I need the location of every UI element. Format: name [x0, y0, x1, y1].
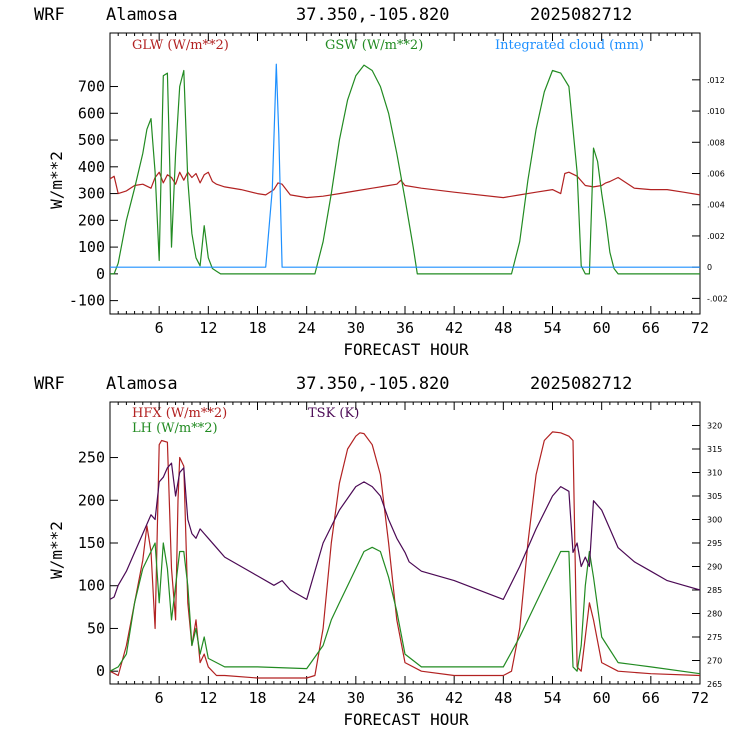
y2-tick-label: 275 — [707, 633, 722, 642]
x-tick-label: 6 — [155, 689, 164, 707]
legend-lh: LH (W/m**2) — [132, 421, 218, 436]
x-tick-label: 60 — [593, 689, 611, 707]
y2-tick-label: 315 — [707, 445, 722, 454]
x-tick-label: 36 — [396, 689, 414, 707]
y2-tick-label: 285 — [707, 586, 722, 595]
y2-tick-label: -.002 — [707, 294, 728, 303]
x-tick-label: 12 — [199, 689, 217, 707]
header-date: 2025082712 — [530, 5, 632, 25]
x-tick-label: 30 — [347, 319, 365, 337]
y2-tick-label: 270 — [707, 657, 722, 666]
series-line-1 — [109, 542, 701, 675]
panel-radiation: WRF Alamosa 37.350,-105.820 2025082712 G… — [34, 5, 728, 359]
header-model: WRF — [34, 374, 65, 394]
x-axis-label: FORECAST HOUR — [343, 710, 469, 729]
y-tick-label: 500 — [78, 131, 105, 149]
legend-gsw: GSW (W/m**2) — [325, 38, 423, 53]
y2-tick-label: 290 — [707, 563, 722, 572]
panel-fluxes: WRF Alamosa 37.350,-105.820 2025082712 H… — [34, 374, 722, 729]
y2-tick-label: 295 — [707, 539, 722, 548]
legend-glw: GLW (W/m**2) — [132, 38, 229, 53]
series-line-2 — [109, 462, 701, 601]
x-tick-label: 24 — [298, 319, 316, 337]
y2-tick-label: .006 — [707, 170, 725, 179]
header-site: Alamosa — [106, 374, 178, 394]
y2-tick-label: 265 — [707, 680, 722, 689]
y2-tick-label: .012 — [707, 76, 725, 85]
y-tick-label: 600 — [78, 104, 105, 122]
y-tick-label: 100 — [78, 238, 105, 256]
x-axis-label: FORECAST HOUR — [343, 340, 469, 359]
x-tick-label: 66 — [642, 319, 660, 337]
x-tick-label: 12 — [199, 319, 217, 337]
y2-tick-label: .004 — [707, 201, 725, 210]
y-tick-label: 100 — [78, 577, 105, 595]
header-site: Alamosa — [106, 5, 178, 25]
y-tick-label: 50 — [87, 619, 105, 637]
y2-tick-label: 305 — [707, 492, 722, 501]
x-tick-label: 72 — [691, 689, 709, 707]
y2-tick-label: 310 — [707, 469, 722, 478]
series-line-0 — [109, 171, 701, 199]
y-tick-label: 0 — [96, 662, 105, 680]
x-tick-label: 48 — [494, 319, 512, 337]
x-tick-label: 42 — [445, 319, 463, 337]
y-tick-label: 300 — [78, 185, 105, 203]
x-tick-label: 60 — [593, 319, 611, 337]
y2-tick-label: 320 — [707, 422, 722, 431]
legend-tsk: TSK (K) — [308, 406, 359, 421]
header-coords: 37.350,-105.820 — [296, 5, 450, 25]
y2-tick-label: .010 — [707, 107, 725, 116]
x-tick-label: 54 — [543, 319, 561, 337]
header-date: 2025082712 — [530, 374, 632, 394]
y2-tick-label: 0 — [707, 263, 712, 272]
legend-hfx: HFX (W/m**2) — [132, 406, 227, 421]
x-tick-label: 6 — [155, 319, 164, 337]
x-tick-label: 36 — [396, 319, 414, 337]
plot-frame — [109, 32, 701, 315]
x-tick-label: 66 — [642, 689, 660, 707]
y-tick-label: 150 — [78, 534, 105, 552]
y-axis-label: W/m**2 — [47, 151, 66, 209]
x-tick-label: 30 — [347, 689, 365, 707]
y2-tick-label: .002 — [707, 232, 725, 241]
y-tick-label: 200 — [78, 491, 105, 509]
y-tick-label: 200 — [78, 211, 105, 229]
header-coords: 37.350,-105.820 — [296, 374, 450, 394]
series-line-1 — [110, 64, 700, 275]
x-tick-label: 54 — [543, 689, 561, 707]
y-axis-label: W/m**2 — [47, 521, 66, 579]
x-tick-label: 18 — [248, 319, 266, 337]
x-tick-label: 42 — [445, 689, 463, 707]
y-tick-label: 400 — [78, 158, 105, 176]
series-line-0 — [109, 431, 701, 679]
x-tick-label: 18 — [248, 689, 266, 707]
legend-cloud: Integrated cloud (mm) — [495, 38, 644, 53]
x-tick-label: 48 — [494, 689, 512, 707]
x-tick-label: 24 — [298, 689, 316, 707]
x-tick-label: 72 — [691, 319, 709, 337]
y-tick-label: 700 — [78, 78, 105, 96]
y-tick-label: -100 — [69, 292, 105, 310]
y2-tick-label: .008 — [707, 138, 725, 147]
y2-tick-label: 280 — [707, 610, 722, 619]
y-tick-label: 0 — [96, 265, 105, 283]
header-model: WRF — [34, 5, 65, 25]
y2-tick-label: 300 — [707, 516, 722, 525]
series-line-2 — [110, 63, 700, 268]
y-tick-label: 250 — [78, 449, 105, 467]
